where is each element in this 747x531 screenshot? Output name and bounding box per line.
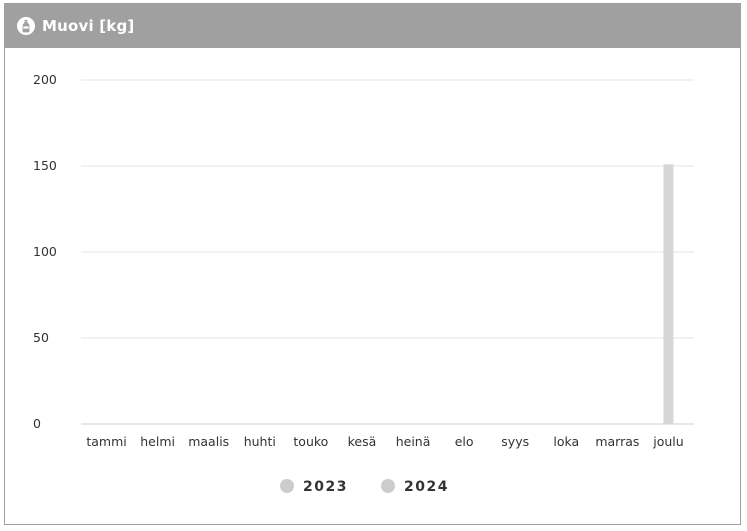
card-header: Muovi [kg] [5, 4, 740, 48]
x-tick-label: marras [595, 434, 639, 449]
chart-card: Muovi [kg] 0 50 100 150 200 tammi helmi maalis… [4, 3, 741, 525]
x-tick-label: elo [455, 434, 474, 449]
chart-title: Muovi [kg] [42, 17, 135, 35]
legend-label: 2024 [404, 479, 449, 495]
legend-marker [381, 479, 395, 493]
bar-2024-joulu[interactable] [663, 164, 674, 424]
x-tick-label: huhti [244, 434, 276, 449]
y-tick-label: 50 [33, 330, 49, 345]
y-tick-label: 150 [33, 158, 57, 173]
x-tick-label: kesä [348, 434, 377, 449]
y-tick-label: 100 [33, 244, 57, 259]
legend-marker [280, 479, 294, 493]
bottle-icon [17, 17, 35, 35]
x-tick-label: tammi [86, 434, 126, 449]
x-tick-label: touko [293, 434, 328, 449]
x-tick-label: helmi [140, 434, 175, 449]
x-tick-label: maalis [188, 434, 229, 449]
y-tick-label: 0 [33, 416, 41, 431]
legend-label: 2023 [303, 479, 348, 495]
x-tick-label: syys [501, 434, 529, 449]
plastic-bar-chart: 0 50 100 150 200 tammi helmi maalis huhti touko k… [33, 72, 694, 495]
x-tick-label: loka [553, 434, 579, 449]
y-tick-label: 200 [33, 72, 57, 87]
x-tick-label: joulu [652, 434, 683, 449]
x-tick-label: heinä [396, 434, 431, 449]
legend-item-2023[interactable]: 2023 [280, 479, 348, 495]
legend-item-2024[interactable]: 2024 [381, 479, 449, 495]
